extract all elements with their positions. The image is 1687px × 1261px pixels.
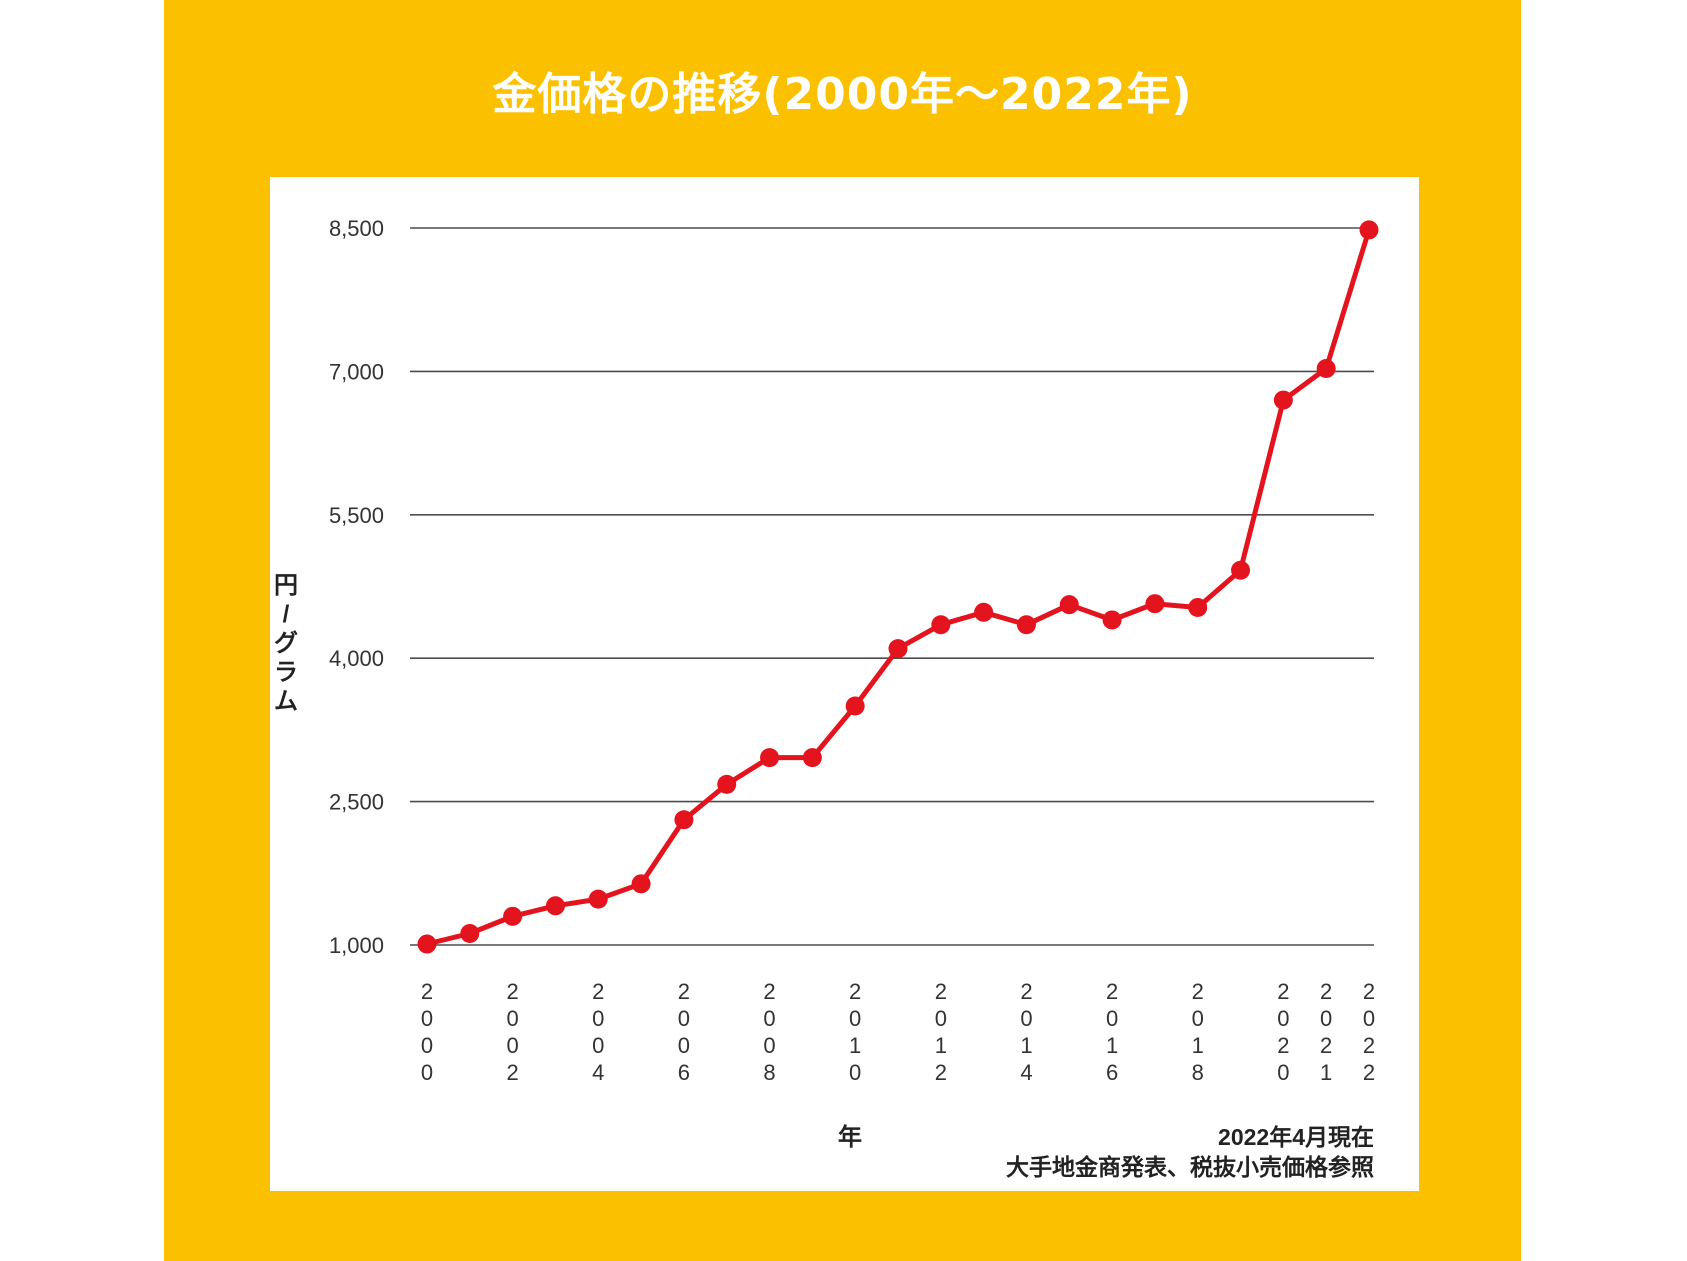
y-axis-label: 円/グラム (274, 572, 298, 715)
data-point (974, 602, 994, 622)
y-tick-label: 4,000 (329, 646, 384, 671)
source-note: 2022年4月現在 (1218, 1124, 1374, 1150)
line-chart: 1,000 2,500 4,000 5,500 7,000 8,500 2 0 0 0 2 0 0 2 2… (274, 216, 1379, 1180)
y-tick-label: 5,500 (329, 503, 384, 528)
data-point (545, 896, 565, 916)
data-point (1016, 615, 1036, 635)
data-point (503, 906, 523, 926)
data-point (1102, 610, 1122, 630)
data-point (1188, 598, 1208, 618)
data-point (1273, 390, 1293, 410)
data-point (717, 774, 737, 794)
data-point (588, 889, 608, 909)
data-point (1359, 220, 1379, 240)
data-point (1316, 359, 1336, 379)
data-point (1145, 594, 1165, 614)
data-point (845, 696, 865, 716)
data-point (931, 615, 951, 635)
y-tick-label: 2,500 (329, 790, 384, 815)
x-axis-label: 年 (838, 1123, 862, 1151)
data-point (1231, 560, 1251, 580)
y-tick-label: 8,500 (329, 216, 384, 241)
data-point (802, 748, 822, 768)
data-point (460, 924, 480, 944)
y-tick-label: 1,000 (329, 933, 384, 958)
data-point (888, 639, 908, 659)
series-line (426, 229, 1372, 947)
y-tick-label: 7,000 (329, 359, 384, 384)
data-point (760, 748, 780, 768)
data-point (417, 934, 437, 954)
chart-title: 金価格の推移(2000年〜2022年) (492, 69, 1193, 120)
source-note: 大手地金商発表、税抜小売価格参照 (1006, 1154, 1374, 1180)
data-point (674, 810, 694, 830)
data-point (631, 874, 651, 894)
data-point (1059, 595, 1079, 615)
